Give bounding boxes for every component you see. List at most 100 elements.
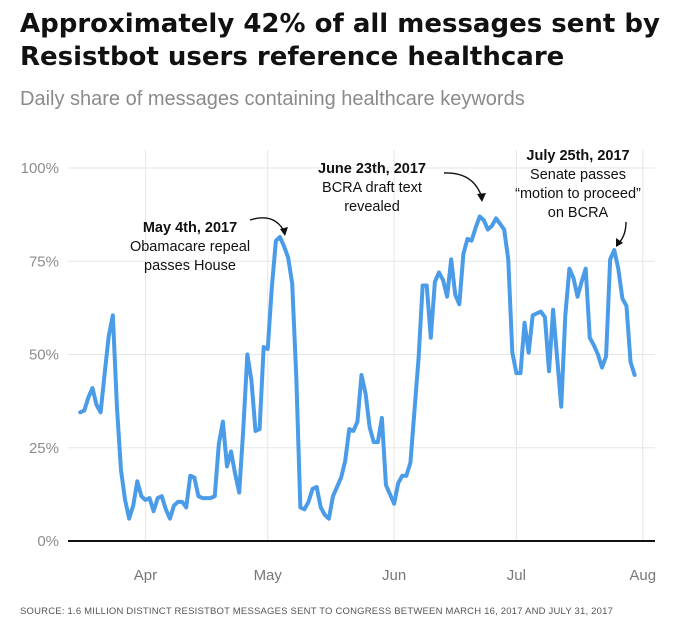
- data-point: [320, 506, 322, 509]
- data-point: [311, 488, 314, 490]
- data-point: [299, 506, 301, 509]
- data-point: [161, 495, 163, 497]
- data-point: [503, 228, 505, 231]
- data-point: [413, 409, 416, 412]
- annotation-july-arrowhead: [616, 238, 623, 247]
- annotation-june-line-2: revealed: [344, 199, 400, 215]
- data-point: [140, 495, 142, 497]
- x-axis-ticks: Apr May Jun Jul Aug: [134, 567, 656, 584]
- data-point: [328, 518, 330, 520]
- data-point: [356, 421, 359, 423]
- data-point: [536, 312, 538, 315]
- data-point: [385, 484, 387, 486]
- data-point: [340, 476, 342, 479]
- data-point: [230, 450, 232, 453]
- series-layer: [78, 214, 637, 521]
- data-point: [434, 281, 436, 283]
- data-point: [226, 465, 228, 467]
- data-point: [564, 314, 566, 316]
- data-point: [250, 380, 253, 382]
- data-point: [585, 268, 587, 270]
- y-tick-label: 50%: [29, 347, 59, 364]
- data-point: [515, 372, 518, 374]
- data-point: [393, 503, 395, 505]
- data-point: [201, 497, 204, 499]
- data-point: [422, 284, 424, 287]
- data-point: [352, 430, 354, 432]
- data-point: [348, 428, 350, 430]
- data-point: [283, 245, 285, 247]
- y-tick-label: 0%: [37, 533, 59, 550]
- data-point: [177, 501, 179, 503]
- annotation-june-arrowhead: [477, 193, 486, 202]
- line-chart: 0% 25% 50% 75% 100% Apr May Jun Jul Aug May 4th,…: [21, 148, 656, 584]
- data-point: [540, 311, 542, 313]
- x-tick-label: Apr: [134, 567, 157, 584]
- data-point: [100, 411, 102, 413]
- data-point: [593, 344, 595, 346]
- data-point: [621, 297, 623, 300]
- data-point: [324, 514, 326, 516]
- data-point: [552, 309, 554, 311]
- data-point: [267, 348, 269, 350]
- data-point: [462, 253, 465, 255]
- data-point: [169, 518, 171, 520]
- data-point: [495, 217, 497, 219]
- data-point: [128, 518, 130, 520]
- source-note: SOURCE: 1.6 MILLION DISTINCT RESISTBOT M…: [20, 606, 614, 617]
- data-point: [483, 219, 485, 221]
- data-point: [287, 256, 289, 259]
- data-point: [238, 491, 240, 494]
- data-point: [373, 441, 375, 443]
- data-point: [381, 417, 383, 419]
- annotation-may-date: May 4th, 2017: [143, 220, 237, 236]
- y-tick-label: 75%: [29, 253, 59, 270]
- data-point: [91, 387, 94, 389]
- data-point: [83, 409, 85, 412]
- data-point: [605, 355, 607, 357]
- data-point: [629, 361, 632, 363]
- annotation-june-arrow: [443, 172, 483, 199]
- annotation-june-date: June 23th, 2017: [318, 161, 426, 177]
- annotation-july-line-1: Senate passes: [530, 167, 626, 183]
- data-point: [116, 406, 118, 408]
- data-point: [499, 223, 501, 225]
- data-point: [124, 499, 126, 501]
- annotation-june-line-1: BCRA draft text: [322, 180, 422, 196]
- data-point: [173, 504, 175, 507]
- annotation-july-line-2: “motion to proceed”: [515, 186, 641, 202]
- data-point: [601, 366, 603, 369]
- data-point: [95, 404, 98, 406]
- y-axis-ticks: 0% 25% 50% 75% 100%: [21, 160, 59, 550]
- data-point: [104, 372, 106, 374]
- data-point: [487, 228, 489, 231]
- data-point: [307, 501, 310, 503]
- data-point: [560, 406, 562, 408]
- annotation-july-date: July 25th, 2017: [526, 148, 629, 164]
- y-tick-label: 100%: [21, 160, 59, 177]
- chart-title: Approximately 42% of all messages sent b…: [20, 9, 660, 72]
- data-point: [389, 493, 391, 495]
- data-point: [189, 475, 191, 477]
- data-point: [528, 352, 530, 354]
- data-point: [87, 396, 89, 398]
- data-point: [454, 294, 456, 296]
- data-point: [625, 305, 628, 307]
- data-point: [507, 258, 509, 260]
- data-point: [556, 357, 558, 359]
- data-point: [364, 393, 367, 395]
- data-point: [377, 441, 379, 443]
- data-point: [576, 296, 579, 298]
- data-point: [581, 281, 583, 283]
- data-point: [609, 258, 611, 260]
- data-point: [470, 240, 473, 242]
- annotation-july-line-3: on BCRA: [548, 205, 609, 221]
- x-tick-label: Aug: [629, 567, 656, 584]
- data-point: [458, 303, 460, 305]
- data-point: [617, 268, 619, 270]
- data-point: [132, 504, 134, 507]
- data-point: [369, 426, 371, 428]
- data-point: [475, 227, 477, 229]
- data-point: [401, 475, 403, 477]
- data-point: [120, 469, 122, 471]
